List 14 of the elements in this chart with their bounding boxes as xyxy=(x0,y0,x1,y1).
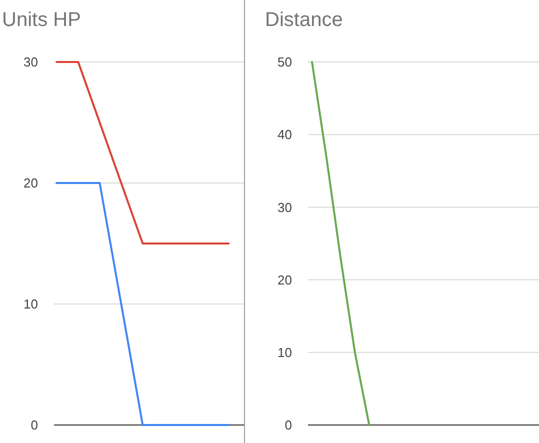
chart-title: Units HP xyxy=(2,9,81,31)
line-series xyxy=(56,61,230,244)
y-tick-label: 30 xyxy=(278,200,292,215)
line-series xyxy=(311,61,370,426)
chart-title: Distance xyxy=(265,9,343,31)
y-tick-label: 20 xyxy=(24,176,38,191)
y-tick-label: 0 xyxy=(30,418,38,433)
y-tick-label: 40 xyxy=(278,127,292,142)
y-tick-label: 0 xyxy=(284,418,292,433)
y-tick-label: 10 xyxy=(24,296,38,312)
y-tick-label: 50 xyxy=(278,54,292,70)
y-tick-label: 20 xyxy=(278,272,292,288)
y-tick-label: 10 xyxy=(278,344,292,360)
y-tick-label: 30 xyxy=(24,54,38,70)
